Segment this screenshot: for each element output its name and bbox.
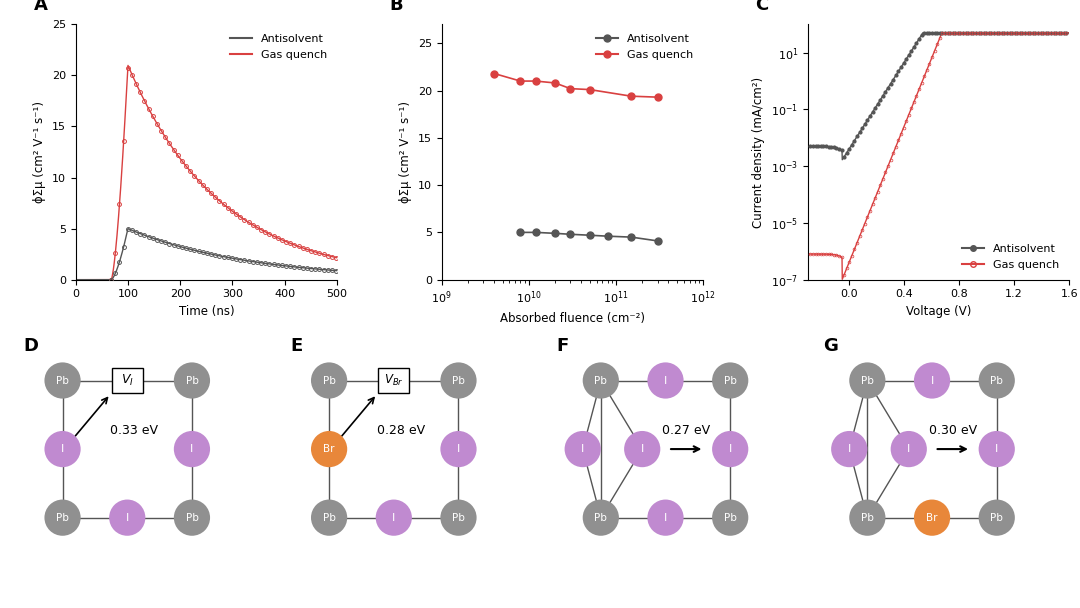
Legend: Antisolvent, Gas quench: Antisolvent, Gas quench bbox=[957, 240, 1064, 274]
Text: E: E bbox=[291, 336, 302, 354]
X-axis label: Time (ns): Time (ns) bbox=[178, 305, 234, 318]
Circle shape bbox=[978, 431, 1015, 467]
Text: Pb: Pb bbox=[453, 513, 464, 523]
Text: I: I bbox=[931, 376, 934, 385]
Text: Pb: Pb bbox=[861, 513, 874, 523]
Text: I: I bbox=[995, 444, 998, 454]
Circle shape bbox=[914, 362, 950, 399]
Text: I: I bbox=[848, 444, 851, 454]
Circle shape bbox=[441, 431, 476, 467]
Legend: Antisolvent, Gas quench: Antisolvent, Gas quench bbox=[226, 30, 332, 64]
Text: I: I bbox=[60, 444, 64, 454]
Text: Br: Br bbox=[927, 513, 937, 523]
Text: C: C bbox=[755, 0, 769, 14]
Text: D: D bbox=[24, 336, 39, 354]
Text: Pb: Pb bbox=[724, 376, 737, 385]
Circle shape bbox=[441, 362, 476, 399]
Text: Pb: Pb bbox=[724, 513, 737, 523]
Circle shape bbox=[174, 362, 210, 399]
Text: 0.33 eV: 0.33 eV bbox=[110, 424, 158, 437]
Circle shape bbox=[712, 362, 748, 399]
Text: I: I bbox=[392, 513, 395, 523]
Text: 0.30 eV: 0.30 eV bbox=[929, 424, 976, 437]
Circle shape bbox=[647, 362, 684, 399]
FancyBboxPatch shape bbox=[378, 368, 409, 393]
Text: 0.28 eV: 0.28 eV bbox=[377, 424, 424, 437]
Circle shape bbox=[109, 500, 146, 536]
Circle shape bbox=[832, 431, 867, 467]
Legend: Antisolvent, Gas quench: Antisolvent, Gas quench bbox=[592, 30, 698, 64]
Circle shape bbox=[624, 431, 660, 467]
Text: Pb: Pb bbox=[453, 376, 464, 385]
Circle shape bbox=[44, 500, 81, 536]
X-axis label: Absorbed fluence (cm⁻²): Absorbed fluence (cm⁻²) bbox=[500, 311, 645, 325]
Text: Pb: Pb bbox=[323, 513, 336, 523]
Text: F: F bbox=[557, 336, 569, 354]
Circle shape bbox=[978, 500, 1015, 536]
Y-axis label: ϕΣμ (cm² V⁻¹ s⁻¹): ϕΣμ (cm² V⁻¹ s⁻¹) bbox=[400, 101, 413, 203]
Text: I: I bbox=[581, 444, 584, 454]
Text: Pb: Pb bbox=[990, 513, 1003, 523]
Text: $V_I$: $V_I$ bbox=[121, 373, 134, 388]
Y-axis label: Current density (mA/cm²): Current density (mA/cm²) bbox=[753, 77, 766, 227]
Circle shape bbox=[849, 362, 886, 399]
Text: G: G bbox=[823, 336, 838, 354]
Circle shape bbox=[311, 431, 347, 467]
Text: I: I bbox=[190, 444, 193, 454]
Text: Pb: Pb bbox=[56, 376, 69, 385]
Circle shape bbox=[174, 500, 210, 536]
Text: Pb: Pb bbox=[323, 376, 336, 385]
Circle shape bbox=[44, 431, 81, 467]
Circle shape bbox=[712, 431, 748, 467]
Text: I: I bbox=[907, 444, 910, 454]
Text: Pb: Pb bbox=[594, 513, 607, 523]
FancyBboxPatch shape bbox=[111, 368, 143, 393]
Text: I: I bbox=[664, 513, 667, 523]
Text: Pb: Pb bbox=[186, 376, 199, 385]
Text: Br: Br bbox=[323, 444, 335, 454]
Text: A: A bbox=[33, 0, 48, 14]
Circle shape bbox=[647, 500, 684, 536]
X-axis label: Voltage (V): Voltage (V) bbox=[906, 305, 971, 318]
Circle shape bbox=[712, 500, 748, 536]
Text: I: I bbox=[640, 444, 644, 454]
Text: $V_{Br}$: $V_{Br}$ bbox=[384, 373, 404, 388]
Circle shape bbox=[583, 362, 619, 399]
Text: I: I bbox=[729, 444, 732, 454]
Text: 0.27 eV: 0.27 eV bbox=[662, 424, 711, 437]
Text: I: I bbox=[457, 444, 460, 454]
Circle shape bbox=[376, 500, 411, 536]
Text: Pb: Pb bbox=[186, 513, 199, 523]
Circle shape bbox=[978, 362, 1015, 399]
Text: Pb: Pb bbox=[990, 376, 1003, 385]
Text: I: I bbox=[125, 513, 129, 523]
Circle shape bbox=[311, 500, 347, 536]
Circle shape bbox=[565, 431, 600, 467]
Text: Pb: Pb bbox=[861, 376, 874, 385]
Text: I: I bbox=[664, 376, 667, 385]
Y-axis label: ϕΣμ (cm² V⁻¹ s⁻¹): ϕΣμ (cm² V⁻¹ s⁻¹) bbox=[33, 101, 46, 203]
Circle shape bbox=[311, 362, 347, 399]
Circle shape bbox=[914, 500, 950, 536]
Circle shape bbox=[441, 500, 476, 536]
Circle shape bbox=[174, 431, 210, 467]
Text: Pb: Pb bbox=[56, 513, 69, 523]
Text: Pb: Pb bbox=[594, 376, 607, 385]
Circle shape bbox=[44, 362, 81, 399]
Circle shape bbox=[849, 500, 886, 536]
Circle shape bbox=[891, 431, 927, 467]
Text: B: B bbox=[390, 0, 403, 14]
Circle shape bbox=[583, 500, 619, 536]
